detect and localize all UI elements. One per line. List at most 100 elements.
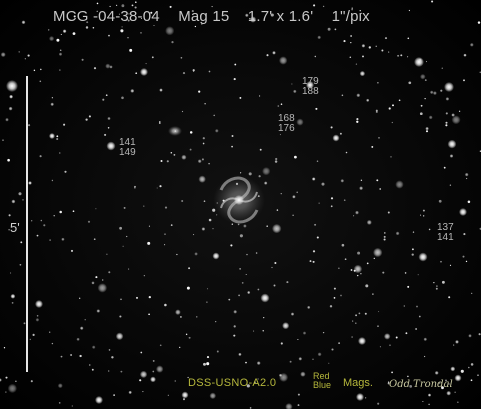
star	[39, 155, 42, 158]
star	[296, 118, 304, 126]
star	[309, 260, 312, 263]
star	[384, 37, 388, 40]
star	[420, 214, 422, 216]
star	[388, 51, 390, 53]
star	[340, 179, 345, 183]
star	[447, 139, 457, 149]
star	[91, 368, 94, 371]
star	[428, 403, 430, 406]
star	[23, 322, 26, 325]
star	[72, 210, 75, 213]
star	[285, 403, 293, 409]
star	[40, 219, 43, 222]
star	[318, 202, 320, 204]
star	[30, 380, 33, 383]
star	[201, 227, 206, 231]
star	[297, 404, 300, 407]
star	[470, 363, 474, 366]
magnitude: Mag 15	[178, 8, 230, 25]
star	[165, 26, 175, 36]
star	[366, 98, 370, 102]
star	[134, 6, 137, 9]
star	[407, 56, 409, 58]
star	[255, 252, 258, 254]
star	[451, 115, 461, 125]
small-galaxy	[168, 126, 182, 136]
star	[48, 29, 50, 31]
star	[322, 5, 325, 8]
star	[314, 223, 317, 226]
star	[194, 252, 198, 256]
star	[378, 311, 380, 313]
star	[22, 199, 24, 201]
star	[194, 25, 197, 28]
star	[459, 208, 467, 216]
star	[277, 105, 280, 107]
star	[376, 179, 379, 182]
blue-mag: 149	[119, 147, 136, 158]
star	[355, 322, 357, 324]
blue-mag: 188	[302, 86, 319, 97]
star	[96, 2, 99, 5]
star	[140, 68, 148, 76]
star	[359, 186, 364, 191]
star	[231, 223, 233, 225]
star	[246, 253, 248, 256]
star	[338, 267, 340, 269]
star	[259, 148, 262, 151]
star	[297, 393, 300, 396]
star	[228, 298, 231, 301]
star	[8, 214, 11, 217]
star	[350, 269, 353, 271]
star	[431, 0, 434, 3]
star	[382, 271, 385, 274]
star	[21, 20, 26, 25]
star	[355, 63, 358, 65]
star	[312, 358, 314, 360]
star	[211, 6, 213, 8]
star	[206, 288, 209, 290]
star	[381, 49, 384, 52]
star	[418, 315, 421, 318]
star	[49, 133, 55, 139]
star	[158, 122, 161, 125]
star	[91, 281, 95, 285]
star	[440, 89, 443, 92]
star	[51, 342, 54, 345]
star	[169, 5, 172, 8]
scale-bar-label: 5'	[10, 220, 20, 235]
star	[263, 316, 265, 319]
star	[356, 93, 361, 98]
star	[11, 302, 14, 304]
star	[345, 151, 348, 154]
target-galaxy	[213, 176, 265, 224]
star	[331, 348, 334, 351]
star	[383, 235, 386, 238]
star	[186, 286, 190, 290]
star	[92, 26, 95, 29]
star	[89, 364, 91, 366]
star	[292, 195, 296, 199]
star	[397, 54, 400, 57]
star	[371, 145, 374, 148]
star	[429, 90, 434, 95]
star	[356, 274, 359, 277]
star	[457, 401, 459, 403]
star	[416, 305, 418, 308]
star	[134, 185, 136, 188]
star	[215, 321, 217, 323]
star	[208, 162, 210, 165]
star	[61, 237, 65, 241]
star	[48, 35, 55, 42]
star	[180, 56, 183, 59]
star	[470, 379, 473, 382]
star	[79, 297, 81, 299]
star	[139, 370, 148, 379]
star	[412, 231, 415, 233]
star	[213, 114, 215, 117]
star	[280, 103, 283, 105]
star	[307, 305, 311, 310]
star	[254, 381, 256, 383]
star	[51, 97, 54, 99]
star	[27, 54, 30, 57]
